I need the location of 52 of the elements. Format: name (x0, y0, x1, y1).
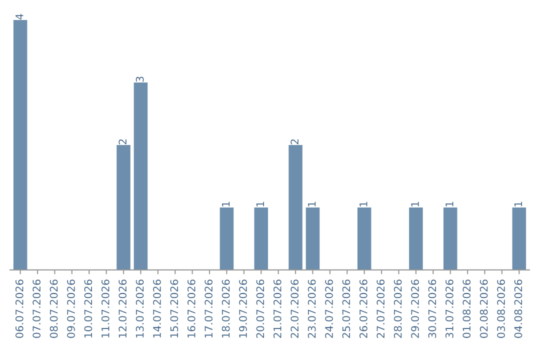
x-tick-label: 28.07.2026 (394, 280, 402, 338)
bar (134, 82, 148, 270)
x-tick-label: 01.08.2026 (462, 280, 471, 338)
x-tick-label: 07.07.2026 (32, 280, 41, 338)
x-tick-label: 15.07.2026 (170, 280, 178, 338)
data-label: 1 (256, 202, 264, 206)
bar (288, 145, 302, 270)
x-tick-label: 27.07.2026 (376, 280, 385, 338)
x-tick-label: 31.07.2026 (445, 280, 454, 338)
data-label: 1 (514, 202, 522, 206)
x-tick-label: 17.07.2026 (204, 280, 213, 338)
x-tick-label: 26.07.2026 (359, 280, 368, 338)
x-tick-label: 18.07.2026 (222, 280, 230, 338)
bar (220, 207, 234, 270)
x-tick-label: 19.07.2026 (239, 280, 247, 338)
bar (357, 207, 372, 270)
bar (443, 207, 458, 270)
x-tick-label: 23.07.2026 (308, 280, 316, 338)
x-tick-label: 10.07.2026 (84, 280, 92, 338)
x-tick-label: 25.07.2026 (342, 280, 350, 338)
x-tick-label: 16.07.2026 (187, 280, 196, 338)
data-label: 1 (411, 202, 419, 206)
data-label: 2 (118, 139, 126, 144)
x-tick-label: 24.07.2026 (325, 280, 333, 338)
x-tick-label: 20.07.2026 (256, 280, 264, 338)
data-label: 2 (290, 139, 298, 144)
x-tick-label: 03.08.2026 (497, 280, 505, 338)
data-label: 1 (222, 202, 230, 206)
x-tick-label: 08.07.2026 (50, 280, 58, 338)
x-tick-label: 13.07.2026 (136, 280, 144, 338)
x-tick-label: 30.07.2026 (428, 280, 436, 338)
bar (13, 20, 28, 270)
data-label: 1 (360, 202, 368, 206)
data-label: 4 (16, 14, 24, 20)
bar (409, 207, 423, 270)
x-tick-label: 06.07.2026 (15, 280, 24, 338)
x-tick-label: 09.07.2026 (67, 280, 75, 338)
x-tick-label: 21.07.2026 (273, 280, 282, 338)
data-label: 1 (446, 202, 454, 206)
x-tick-label: 02.08.2026 (480, 280, 488, 338)
x-tick-label: 29.07.2026 (411, 280, 419, 338)
x-tick-label: 22.07.2026 (290, 280, 299, 338)
bar (512, 207, 526, 270)
x-tick-label: 04.08.2026 (514, 280, 522, 338)
x-tick-label: 12.07.2026 (118, 280, 127, 338)
x-tick-label: 14.07.2026 (153, 280, 161, 338)
bar (306, 207, 320, 270)
x-tick-label: 11.07.2026 (101, 280, 110, 338)
bar (116, 145, 130, 270)
bar (254, 207, 268, 270)
data-label: 1 (308, 202, 316, 206)
data-label: 3 (136, 76, 144, 82)
